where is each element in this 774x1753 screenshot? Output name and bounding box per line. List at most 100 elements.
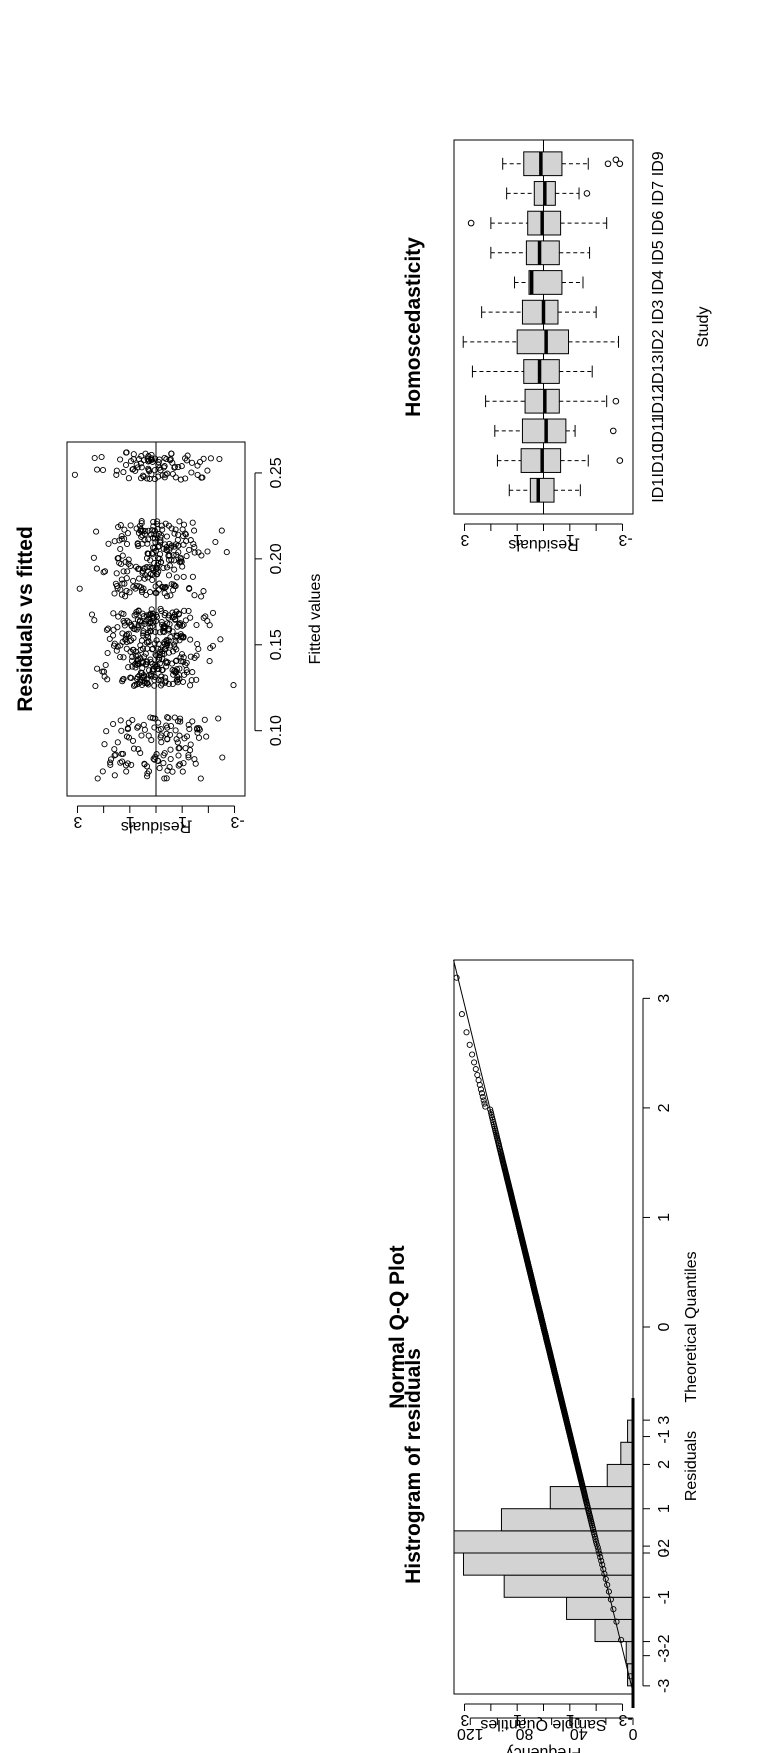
data-point [143,475,151,482]
data-point [161,775,168,782]
data-point [133,461,140,468]
data-point [164,714,171,721]
data-point [111,752,118,759]
data-point [141,726,148,733]
data-point [167,755,174,763]
data-point [187,682,194,689]
data-point [176,761,183,768]
data-point [176,732,183,739]
outlier-point [609,427,617,435]
data-point [113,471,120,478]
y-tick-label: -3 [230,813,244,830]
data-point [148,565,155,572]
data-point [118,727,125,734]
data-point [128,637,135,644]
data-point [98,453,105,461]
data-point [477,1086,484,1093]
box [521,418,567,444]
histogram-bar [549,1486,634,1510]
data-point [176,665,183,672]
data-point [171,530,178,537]
data-point [143,617,150,624]
data-point [118,610,125,617]
data-point [119,580,126,587]
data-point [189,669,196,676]
data-point [167,731,174,738]
data-point [177,718,184,725]
data-point [173,736,180,743]
data-point [149,576,156,584]
y-axis-label: Residuals [121,818,191,835]
data-point [194,729,201,736]
data-point [151,724,158,731]
data-point [111,538,118,545]
outlier-point [583,190,591,197]
data-point [149,715,156,722]
histogram-bar [462,1552,634,1576]
data-point [209,609,217,616]
x-tick-label: ID7 [650,181,667,206]
data-point [160,564,167,572]
data-point [610,1606,617,1613]
data-point [119,750,127,757]
y-axis-label: Frequency [506,1744,582,1753]
data-point [134,565,142,573]
data-point [102,661,109,669]
data-point [162,610,169,617]
data-point [132,661,139,668]
data-point [156,551,164,558]
data-point [209,642,216,649]
data-point [125,719,132,726]
y-tick-label: 1 [126,813,135,830]
data-point [155,719,162,726]
x-tick-label: 0.15 [268,629,285,660]
data-point [488,1111,495,1118]
data-point [76,585,83,592]
data-point [125,556,132,563]
data-point [189,519,196,526]
data-point [201,716,208,723]
data-point [183,553,190,560]
data-point [177,476,184,483]
data-point [599,1561,606,1568]
data-point [143,679,150,686]
data-point [136,618,143,625]
y-tick-label: 3 [73,813,82,830]
data-point [152,539,159,546]
data-point [175,611,182,618]
data-point [122,632,130,639]
data-point [124,760,131,767]
data-point [111,590,118,597]
data-point [138,637,145,644]
x-axis-label: Fitted values [307,574,324,665]
data-point [138,464,145,471]
data-point [150,523,157,530]
data-point [170,586,177,594]
data-point [143,631,150,638]
data-point [163,638,170,645]
data-point [140,473,147,480]
data-point [604,1581,611,1588]
data-point [191,549,198,556]
data-point [88,611,96,618]
data-point [129,653,136,660]
data-point [141,575,148,582]
y-tick-label: -1 [566,531,580,548]
data-point [203,733,210,740]
data-point [207,455,214,462]
data-point [142,450,149,457]
data-point [138,533,145,540]
data-point [216,455,223,463]
data-point [138,587,145,594]
box [525,240,560,266]
data-point [171,566,178,573]
data-point [618,1636,625,1643]
data-point [125,560,132,567]
data-point [151,640,158,647]
data-point [106,635,113,642]
data-point [145,732,152,739]
data-point [463,1029,470,1036]
data-point [217,636,224,643]
box [516,329,570,355]
